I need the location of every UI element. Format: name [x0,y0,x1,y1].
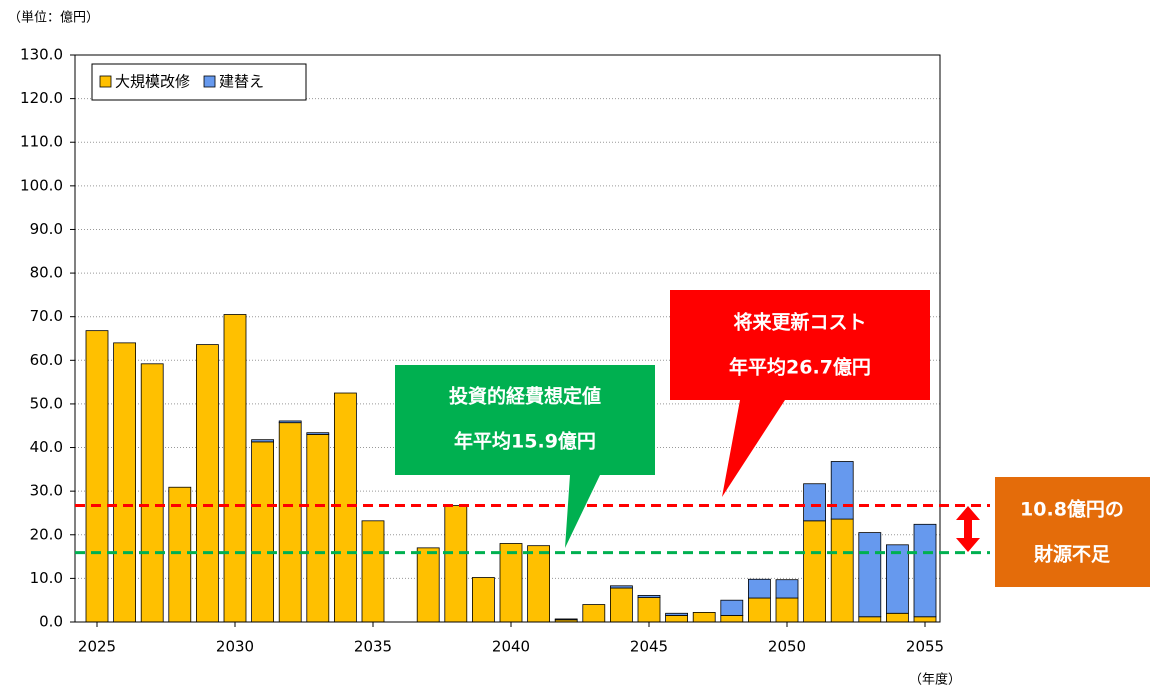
y-tick-label: 120.0 [20,89,63,107]
bar-segment [913,616,937,623]
y-tick-label: 40.0 [30,438,63,456]
bar-segment [913,523,937,618]
bar-segment [113,342,136,623]
bar-segment [665,612,688,616]
bar-segment [775,579,799,599]
bar-segment [416,547,440,623]
bar-segment [306,434,330,623]
bar-segment [886,612,909,623]
plot-frame [74,54,941,623]
y-tick-label: 30.0 [30,482,63,500]
bar-segment [223,314,247,623]
bar-segment [554,618,578,621]
y-tick-label: 60.0 [30,351,63,369]
y-tick-label: 20.0 [30,525,63,543]
bar-segment [444,505,468,623]
legend-label: 大規模改修 [115,73,190,91]
legend: 大規模改修 建替え [91,63,307,101]
bar-segment [610,585,633,589]
bar-segment [665,615,688,623]
bar-segment [720,599,744,616]
bar-segment [803,520,826,623]
x-tick-label: 2050 [768,638,806,656]
bar-segment [886,544,909,614]
shortfall-box [995,477,1150,587]
bar-segment [140,363,164,623]
callout-text: 年平均15.9億円 [454,430,596,453]
callout-text: 投資的経費想定値 [449,385,601,408]
reference-lines [75,504,990,555]
gap-arrow [956,506,980,552]
x-tick-label: 2040 [492,638,530,656]
y-tick-label: 70.0 [30,307,63,325]
bar-segment [748,597,771,623]
y-tick-label: 100.0 [20,176,63,194]
bar-segment [637,594,661,598]
x-tick-label: 2035 [354,638,392,656]
bar-segment [251,439,275,443]
legend-frame [91,63,307,101]
callout-text: 将来更新コスト [733,311,866,334]
legend-swatch [203,75,216,88]
x-tick-label: 2045 [630,638,668,656]
bar-segment [692,612,716,623]
y-tick-label: 110.0 [20,133,63,151]
bar-segment [471,577,495,623]
callout-text: 年平均26.7億円 [729,356,871,379]
shortfall-text: 財源不足 [1034,543,1111,566]
x-axis-label: （年度） [909,672,961,688]
y-tick-label: 80.0 [30,264,63,282]
bar-segment [858,532,882,618]
unit-label: （単位：億円） [8,10,99,26]
shortfall-text: 10.8億円の [1020,498,1124,521]
bar-segment [333,392,357,623]
bar-segment [637,597,661,623]
y-tick-label: 90.0 [30,220,63,238]
red-callout [670,290,930,497]
legend-swatch [99,75,112,88]
y-tick-label: 10.0 [30,569,63,587]
green-callout [395,365,655,548]
x-tick-label: 2030 [216,638,254,656]
bar-segment [582,604,606,623]
bar-segment [803,483,826,522]
bar-segment [278,422,302,623]
y-tick-label: 130.0 [20,46,63,64]
bar-segment [720,615,744,623]
y-tick-label: 0.0 [39,613,63,631]
x-tick-label: 2025 [78,638,116,656]
bar-segment [748,578,771,599]
bar-segment [278,420,302,424]
y-tick-label: 50.0 [30,394,63,412]
legend-label: 建替え [219,73,264,91]
bar-segment [858,616,882,623]
bar-segment [527,545,550,623]
bar-segment [499,543,523,623]
bar-segment [830,461,854,520]
x-tick-label: 2055 [906,638,944,656]
bar-segment [361,520,385,623]
bar-segment [775,597,799,623]
bar-segment [830,518,854,623]
bar-segment [85,330,109,623]
bar-segment [610,587,633,623]
bar-segment [251,441,275,623]
bar-segment [195,344,219,623]
bar-segment [306,432,330,435]
bar-segment [168,486,192,623]
